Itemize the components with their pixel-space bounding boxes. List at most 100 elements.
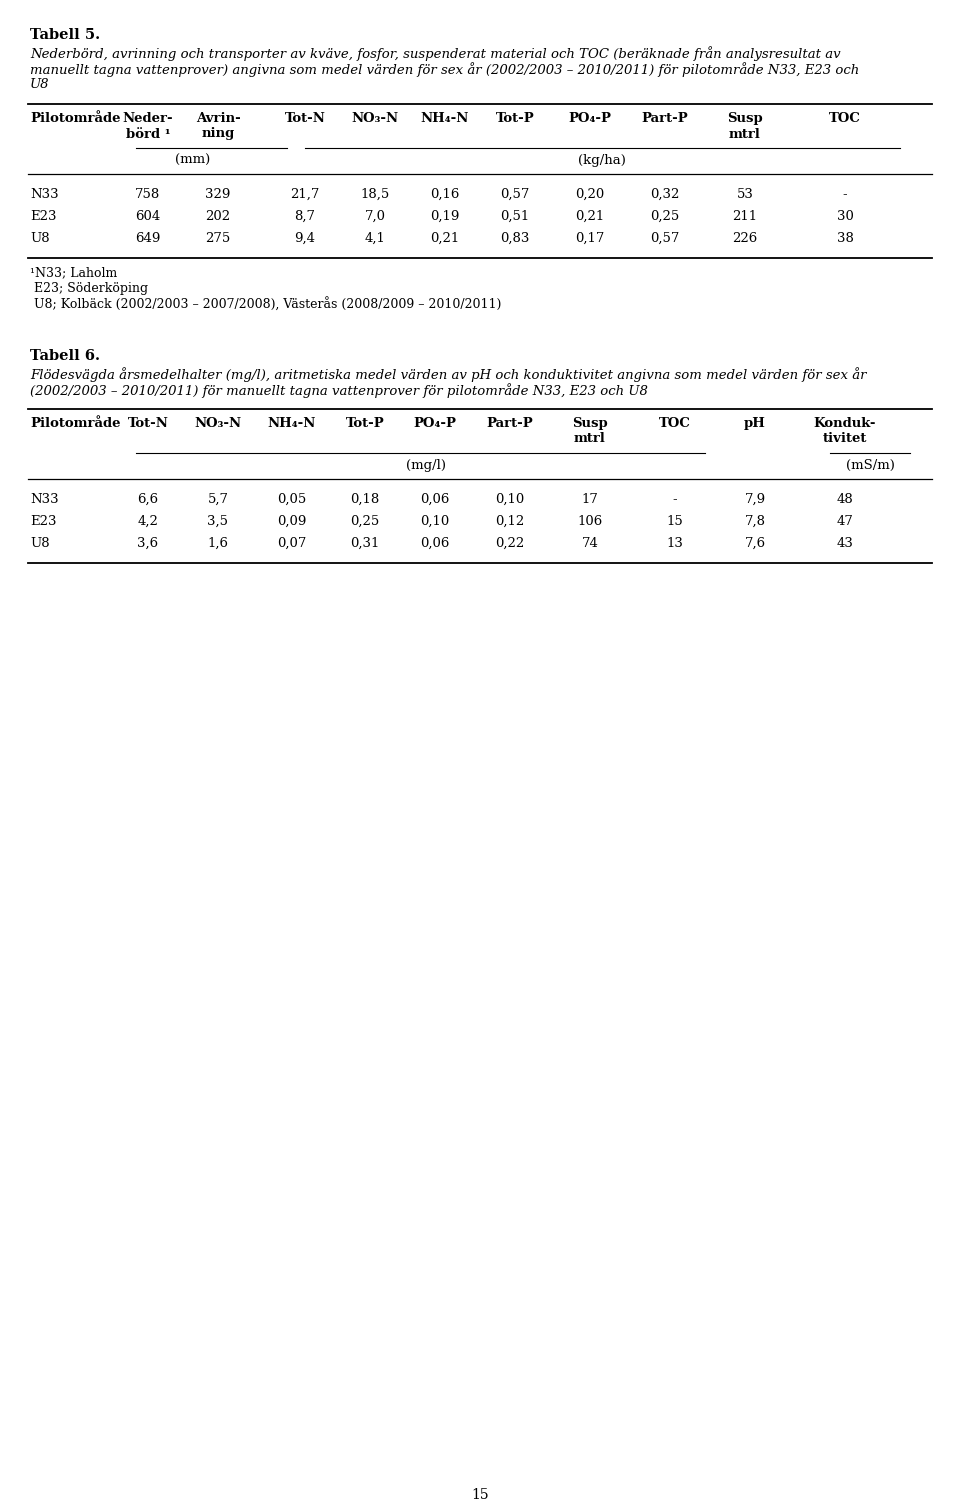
Text: 74: 74 — [582, 538, 598, 550]
Text: NO₃-N: NO₃-N — [351, 112, 398, 125]
Text: Susp
mtrl: Susp mtrl — [572, 417, 608, 445]
Text: 4,2: 4,2 — [137, 515, 158, 528]
Text: 17: 17 — [582, 492, 598, 506]
Text: -: - — [843, 189, 848, 201]
Text: 0,05: 0,05 — [277, 492, 306, 506]
Text: 0,21: 0,21 — [575, 210, 605, 223]
Text: TOC: TOC — [829, 112, 861, 125]
Text: NO₃-N: NO₃-N — [195, 417, 242, 430]
Text: 0,16: 0,16 — [430, 189, 460, 201]
Text: 43: 43 — [836, 538, 853, 550]
Text: 7,8: 7,8 — [745, 515, 765, 528]
Text: 0,10: 0,10 — [495, 492, 524, 506]
Text: 0,10: 0,10 — [420, 515, 449, 528]
Text: Neder-
börd ¹: Neder- börd ¹ — [123, 112, 174, 140]
Text: Tabell 6.: Tabell 6. — [30, 349, 100, 362]
Text: Tot-P: Tot-P — [346, 417, 384, 430]
Text: 226: 226 — [732, 233, 757, 245]
Text: N33: N33 — [30, 492, 59, 506]
Text: E23: E23 — [30, 515, 57, 528]
Text: 0,22: 0,22 — [495, 538, 524, 550]
Text: Part-P: Part-P — [641, 112, 688, 125]
Text: (mm): (mm) — [176, 154, 210, 168]
Text: 38: 38 — [836, 233, 853, 245]
Text: 47: 47 — [836, 515, 853, 528]
Text: -: - — [673, 492, 678, 506]
Text: N33: N33 — [30, 189, 59, 201]
Text: 758: 758 — [135, 189, 160, 201]
Text: 7,0: 7,0 — [365, 210, 386, 223]
Text: 7,6: 7,6 — [744, 538, 765, 550]
Text: U8: U8 — [30, 233, 50, 245]
Text: Susp
mtrl: Susp mtrl — [727, 112, 763, 140]
Text: 0,20: 0,20 — [575, 189, 605, 201]
Text: U8; Kolbäck (2002/2003 – 2007/2008), Västerås (2008/2009 – 2010/2011): U8; Kolbäck (2002/2003 – 2007/2008), Väs… — [30, 297, 501, 313]
Text: Part-P: Part-P — [487, 417, 534, 430]
Text: NH₄-N: NH₄-N — [420, 112, 469, 125]
Text: 1,6: 1,6 — [207, 538, 228, 550]
Text: 15: 15 — [666, 515, 684, 528]
Text: Tot-N: Tot-N — [128, 417, 168, 430]
Text: Tot-N: Tot-N — [284, 112, 325, 125]
Text: NH₄-N: NH₄-N — [268, 417, 316, 430]
Text: 0,51: 0,51 — [500, 210, 530, 223]
Text: 0,57: 0,57 — [650, 233, 680, 245]
Text: 0,06: 0,06 — [420, 538, 449, 550]
Text: 6,6: 6,6 — [137, 492, 158, 506]
Text: 106: 106 — [577, 515, 603, 528]
Text: pH: pH — [744, 417, 766, 430]
Text: Konduk-
tivitet: Konduk- tivitet — [814, 417, 876, 445]
Text: 21,7: 21,7 — [290, 189, 320, 201]
Text: 3,5: 3,5 — [207, 515, 228, 528]
Text: ¹N33; Laholm: ¹N33; Laholm — [30, 266, 117, 279]
Text: 30: 30 — [836, 210, 853, 223]
Text: U8: U8 — [30, 79, 50, 91]
Text: Pilotområde: Pilotområde — [30, 112, 121, 125]
Text: 0,21: 0,21 — [430, 233, 460, 245]
Text: (mS/m): (mS/m) — [846, 459, 895, 473]
Text: 0,17: 0,17 — [575, 233, 605, 245]
Text: 0,25: 0,25 — [650, 210, 680, 223]
Text: Pilotområde: Pilotområde — [30, 417, 121, 430]
Text: 0,19: 0,19 — [430, 210, 460, 223]
Text: 211: 211 — [732, 210, 757, 223]
Text: 53: 53 — [736, 189, 754, 201]
Text: 48: 48 — [836, 492, 853, 506]
Text: 275: 275 — [205, 233, 230, 245]
Text: E23: E23 — [30, 210, 57, 223]
Text: manuellt tagna vattenprover) angivna som medel värden för sex år (2002/2003 – 20: manuellt tagna vattenprover) angivna som… — [30, 62, 859, 77]
Text: 15: 15 — [471, 1487, 489, 1502]
Text: 0,83: 0,83 — [500, 233, 530, 245]
Text: Tabell 5.: Tabell 5. — [30, 29, 100, 42]
Text: 18,5: 18,5 — [360, 189, 390, 201]
Text: 3,6: 3,6 — [137, 538, 158, 550]
Text: 649: 649 — [135, 233, 160, 245]
Text: 202: 202 — [205, 210, 230, 223]
Text: 0,07: 0,07 — [277, 538, 306, 550]
Text: 329: 329 — [205, 189, 230, 201]
Text: 0,25: 0,25 — [350, 515, 379, 528]
Text: 0,12: 0,12 — [495, 515, 524, 528]
Text: (kg/ha): (kg/ha) — [578, 154, 626, 168]
Text: Tot-P: Tot-P — [495, 112, 535, 125]
Text: 0,57: 0,57 — [500, 189, 530, 201]
Text: (mg/l): (mg/l) — [406, 459, 446, 473]
Text: 9,4: 9,4 — [295, 233, 316, 245]
Text: 0,06: 0,06 — [420, 492, 449, 506]
Text: 4,1: 4,1 — [365, 233, 385, 245]
Text: PO₄-P: PO₄-P — [414, 417, 457, 430]
Text: 13: 13 — [666, 538, 684, 550]
Text: PO₄-P: PO₄-P — [568, 112, 612, 125]
Text: 604: 604 — [135, 210, 160, 223]
Text: E23; Söderköping: E23; Söderköping — [30, 282, 148, 294]
Text: 8,7: 8,7 — [295, 210, 316, 223]
Text: 0,32: 0,32 — [650, 189, 680, 201]
Text: 0,09: 0,09 — [277, 515, 306, 528]
Text: Flödesvägda årsmedelhalter (mg/l), aritmetiska medel värden av pH och konduktivi: Flödesvägda årsmedelhalter (mg/l), aritm… — [30, 367, 867, 382]
Text: 7,9: 7,9 — [744, 492, 765, 506]
Text: (2002/2003 – 2010/2011) för manuellt tagna vattenprover för pilotområde N33, E23: (2002/2003 – 2010/2011) för manuellt tag… — [30, 384, 648, 397]
Text: 0,31: 0,31 — [350, 538, 380, 550]
Text: TOC: TOC — [660, 417, 691, 430]
Text: Nederbörd, avrinning och transporter av kväve, fosfor, suspenderat material och : Nederbörd, avrinning och transporter av … — [30, 45, 841, 60]
Text: 5,7: 5,7 — [207, 492, 228, 506]
